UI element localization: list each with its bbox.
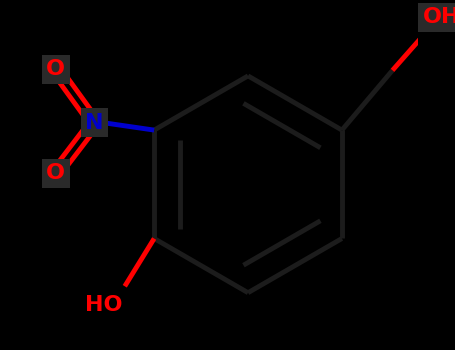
Text: O: O <box>46 163 66 183</box>
Text: O: O <box>46 60 66 79</box>
Text: OH: OH <box>422 7 455 27</box>
Text: HO: HO <box>85 295 122 315</box>
Text: N: N <box>85 113 104 133</box>
